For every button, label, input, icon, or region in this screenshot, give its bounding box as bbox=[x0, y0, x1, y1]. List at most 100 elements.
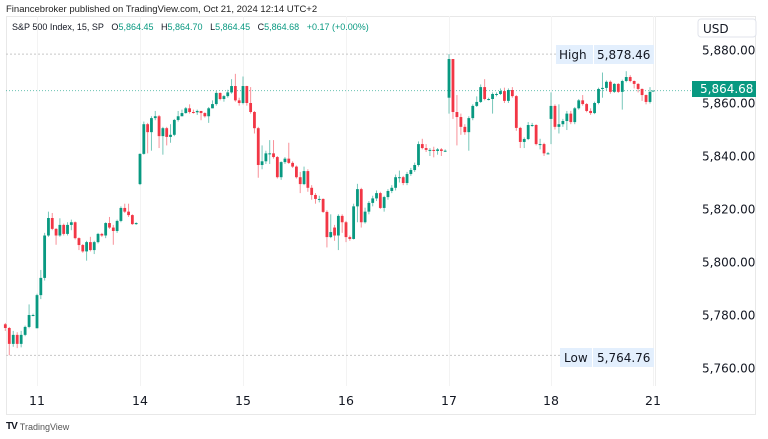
candle bbox=[597, 87, 600, 105]
candle-body bbox=[553, 105, 557, 127]
candle-body bbox=[92, 242, 96, 251]
candle bbox=[534, 124, 538, 146]
candle-body bbox=[616, 83, 620, 92]
candle-body bbox=[47, 218, 50, 236]
candle bbox=[291, 161, 294, 168]
candle bbox=[542, 142, 546, 156]
candle-body bbox=[382, 197, 386, 208]
candle bbox=[47, 211, 50, 237]
candle-body bbox=[146, 124, 150, 133]
candle-body bbox=[279, 162, 283, 178]
candle-body bbox=[549, 105, 553, 119]
candle bbox=[561, 118, 565, 127]
candle-body bbox=[260, 161, 264, 166]
candle bbox=[279, 161, 283, 180]
change-value: +0.17 (+0.00%) bbox=[306, 22, 369, 32]
candle bbox=[325, 210, 329, 248]
x-tick-label: 14 bbox=[132, 393, 148, 408]
low-label: L bbox=[210, 22, 216, 32]
candle bbox=[161, 126, 165, 155]
currency-button[interactable]: USD bbox=[697, 18, 757, 38]
candle bbox=[123, 203, 127, 213]
candle bbox=[23, 325, 27, 337]
candle bbox=[249, 87, 253, 114]
x-tick-label: 21 bbox=[645, 393, 661, 408]
candle-body bbox=[218, 92, 222, 100]
candle-body bbox=[222, 96, 226, 100]
candle-body bbox=[503, 91, 506, 101]
candle bbox=[134, 222, 138, 225]
candle-body bbox=[123, 207, 127, 212]
candles bbox=[3, 54, 655, 356]
time-axis[interactable]: 11 14 15 16 17 18 21 bbox=[29, 393, 661, 408]
candle bbox=[7, 326, 11, 356]
candle bbox=[479, 84, 483, 103]
candle bbox=[601, 72, 604, 98]
candle bbox=[321, 198, 325, 213]
candle-body bbox=[317, 198, 321, 200]
candle-body bbox=[85, 242, 88, 252]
price-axis[interactable]: 5,880.00 5,860.00 5,840.00 5,820.00 5,800.00… bbox=[702, 44, 755, 376]
candle bbox=[192, 109, 195, 114]
candle-body bbox=[499, 91, 502, 94]
candle-body bbox=[214, 92, 218, 105]
candle-body bbox=[226, 92, 230, 97]
candle bbox=[275, 156, 279, 179]
candle bbox=[260, 145, 264, 170]
candle bbox=[405, 171, 409, 186]
candle-body bbox=[66, 224, 69, 234]
candle bbox=[459, 113, 463, 135]
candle bbox=[581, 95, 585, 106]
candle bbox=[146, 122, 150, 154]
candle bbox=[295, 165, 298, 179]
candle-body bbox=[298, 177, 302, 185]
candle bbox=[77, 237, 81, 251]
candle bbox=[39, 269, 43, 300]
candle bbox=[306, 169, 310, 192]
candle bbox=[302, 166, 306, 186]
symbol-info[interactable]: S&P 500 Index, 15, SP bbox=[12, 22, 104, 32]
candle-body bbox=[275, 157, 279, 178]
candle bbox=[119, 206, 123, 223]
candle bbox=[463, 124, 467, 135]
candle bbox=[233, 73, 237, 102]
candle-body bbox=[557, 124, 561, 127]
candle-body bbox=[371, 198, 375, 203]
candle-body bbox=[518, 127, 522, 142]
open-label: O bbox=[111, 22, 119, 32]
candle-body bbox=[386, 190, 390, 198]
candle bbox=[85, 240, 88, 261]
candle-body bbox=[253, 112, 256, 129]
candle bbox=[62, 223, 66, 236]
candle-body bbox=[398, 177, 401, 179]
candle-body bbox=[287, 158, 291, 163]
high-label: High 5,878.46 bbox=[556, 45, 654, 64]
candle bbox=[483, 79, 487, 101]
candle bbox=[573, 106, 577, 125]
candle bbox=[628, 75, 632, 83]
candle-body bbox=[130, 215, 134, 225]
close-label: C bbox=[257, 22, 265, 32]
candle bbox=[11, 330, 15, 347]
candle bbox=[620, 79, 624, 110]
candle bbox=[207, 106, 211, 123]
candle bbox=[222, 95, 226, 102]
candle-body bbox=[199, 110, 203, 114]
candle-body bbox=[176, 116, 180, 120]
candle bbox=[298, 171, 302, 194]
candle-body bbox=[585, 104, 589, 111]
candle bbox=[557, 104, 561, 134]
tradingview-logo-icon[interactable]: TV bbox=[6, 421, 18, 432]
candle-body bbox=[306, 171, 310, 188]
candle bbox=[169, 124, 172, 143]
candle-body bbox=[428, 149, 432, 151]
candle bbox=[436, 148, 439, 155]
candle-body bbox=[624, 77, 628, 82]
candle bbox=[314, 193, 317, 204]
candle-body bbox=[119, 207, 123, 221]
candle-body bbox=[203, 113, 207, 117]
close-value: 5,864.68 bbox=[264, 22, 300, 32]
candle bbox=[245, 85, 249, 106]
candle-body bbox=[569, 113, 573, 123]
